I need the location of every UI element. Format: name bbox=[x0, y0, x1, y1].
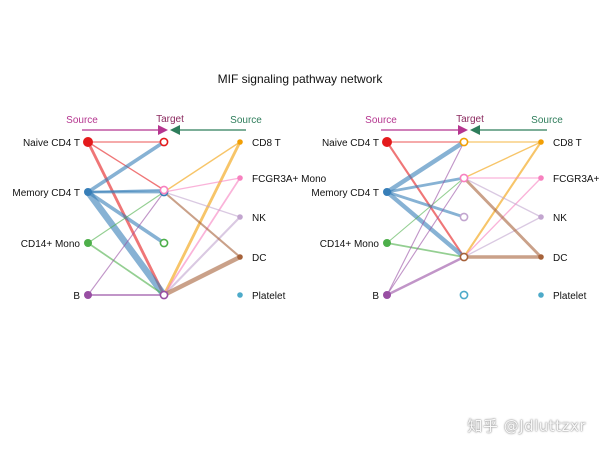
panel-left-edge-cd14-plus-mono-to-memory-cd4-t bbox=[87, 191, 165, 244]
panel-left-right-label-platelet: Platelet bbox=[252, 291, 286, 302]
panel-right-right-node-cd8-t bbox=[538, 139, 544, 145]
panel-left-right-label-fcgr3a-plus-mono: FCGR3A+ Mono bbox=[252, 174, 327, 185]
panel-left-source-node-memory-cd4-t bbox=[84, 188, 92, 196]
panel-left-source-label-naive-cd4-t: Naive CD4 T bbox=[23, 138, 80, 149]
panel-right-right-node-dc bbox=[538, 254, 544, 260]
panel-left-target-node-cd14-plus-mono bbox=[159, 238, 169, 248]
panel-left-source-node-cd14-plus-mono bbox=[84, 239, 92, 247]
panel-right-right-label-dc: DC bbox=[553, 253, 567, 264]
panel-right-source-label-cd14-plus-mono: CD14+ Mono bbox=[320, 239, 380, 250]
panel-left-edge-cd8-t-to-memory-cd4-t bbox=[163, 141, 241, 193]
panel-left-right-node-platelet bbox=[237, 292, 243, 298]
panel-left-edge-b-to-memory-cd4-t bbox=[87, 191, 165, 296]
panel-right-edge-dc-to-fcgr3a-plus-mono bbox=[462, 176, 543, 259]
panel-left-source-node-naive-cd4-t bbox=[83, 137, 93, 147]
panel-left-edge-dc-to-memory-cd4-t bbox=[162, 190, 242, 259]
panel-right-edge-b-to-dc bbox=[385, 255, 466, 297]
panel-right-right-label-nk: NK bbox=[553, 213, 567, 224]
panel-left-right-label-nk: NK bbox=[252, 213, 266, 224]
panel-left-target-header: Target bbox=[156, 114, 184, 125]
panel-left-right-arrow-head bbox=[170, 125, 180, 135]
panel-left-source-label-memory-cd4-t: Memory CD4 T bbox=[12, 188, 80, 199]
panel-right-target-node-platelet bbox=[459, 290, 469, 300]
panel-left-edge-cd8-t-to-b bbox=[162, 140, 242, 297]
panel-left-edge-cd14-plus-mono-to-b bbox=[87, 242, 165, 296]
panel-right-right-node-fcgr3a-plus-mono bbox=[538, 175, 544, 181]
panel-left-target-node-b bbox=[159, 290, 169, 300]
panel-right-edge-cd14-plus-mono-to-dc bbox=[386, 242, 465, 258]
panel-left-source-label-cd14-plus-mono: CD14+ Mono bbox=[21, 239, 81, 250]
panel-right-edge-memory-cd4-t-to-nk bbox=[385, 190, 466, 219]
panel-right-edge-b-to-fcgr3a-plus-mono bbox=[386, 177, 465, 296]
panel-left-edge-nk-to-memory-cd4-t bbox=[163, 191, 241, 218]
panel-right-target-node-dc bbox=[459, 252, 469, 262]
panel-right-source-label-b: B bbox=[372, 291, 379, 302]
panel-right-right-label-platelet: Platelet bbox=[553, 291, 587, 302]
panel-left-target-node-fcgr3a-plus-mono bbox=[159, 185, 169, 195]
panel-right-source-label-naive-cd4-t: Naive CD4 T bbox=[322, 138, 379, 149]
panel-left-edge-memory-cd4-t-to-fcgr3a-plus-mono bbox=[86, 188, 166, 194]
panel-right-right-label-cd8-t: CD8 T bbox=[553, 138, 582, 149]
panel-left-edge-fcgr3a-plus-mono-to-memory-cd4-t bbox=[163, 177, 241, 193]
panel-right-edge-nk-to-fcgr3a-plus-mono bbox=[463, 177, 542, 218]
panel-right-edge-b-to-cd8-t bbox=[386, 141, 465, 296]
panel-right-edge-naive-cd4-t-to-dc bbox=[385, 140, 466, 259]
panel-right-source-label-memory-cd4-t: Memory CD4 T bbox=[311, 188, 379, 199]
panel-left-edge-memory-cd4-t-to-naive-cd4-t bbox=[86, 140, 166, 194]
panel-right-left-arrow-head bbox=[458, 125, 468, 135]
panel-right-right-node-nk bbox=[538, 214, 544, 220]
panel-right-edge-cd14-plus-mono-to-fcgr3a-plus-mono bbox=[386, 177, 465, 244]
panel-left-right-node-dc bbox=[237, 254, 243, 260]
panel-right-right-label-fcgr3a-plus-mono: FCGR3A+ Mono bbox=[553, 174, 600, 185]
panel-left-right-label-cd8-t: CD8 T bbox=[252, 138, 281, 149]
panel-right-source-node-b bbox=[383, 291, 391, 299]
panel-right-target-node-cd8-t bbox=[459, 137, 469, 147]
panel-right-edge-memory-cd4-t-to-cd8-t bbox=[384, 139, 467, 195]
panel-right-target-node-nk bbox=[459, 212, 469, 222]
panel-left-edge-dc-to-b bbox=[161, 254, 243, 298]
panel-left-source-node-b bbox=[84, 291, 92, 299]
panel-right-source-node-naive-cd4-t bbox=[382, 137, 392, 147]
panel-left-right-node-fcgr3a-plus-mono bbox=[237, 175, 243, 181]
panel-left-right-node-nk bbox=[237, 214, 243, 220]
panel-left-right-label-dc: DC bbox=[252, 253, 266, 264]
panel-left-source-left-header: Source bbox=[66, 115, 98, 126]
panel-left-source-label-b: B bbox=[73, 291, 80, 302]
panel-left-edge-nk-to-b bbox=[162, 215, 242, 297]
panel-left-target-node-naive-cd4-t bbox=[159, 137, 169, 147]
panel-right-edge-cd8-t-to-dc bbox=[462, 140, 543, 259]
panel-left-right-node-cd8-t bbox=[237, 139, 243, 145]
panel-right-edge-nk-to-dc bbox=[463, 216, 542, 258]
watermark: 知乎 @Jdluttzxr bbox=[467, 417, 586, 435]
panel-right-edge-memory-cd4-t-to-dc bbox=[384, 189, 467, 260]
panel-left-edge-fcgr3a-plus-mono-to-b bbox=[163, 177, 241, 296]
panel-right-source-node-cd14-plus-mono bbox=[383, 239, 391, 247]
panel-right-edge-cd8-t-to-fcgr3a-plus-mono bbox=[463, 141, 542, 179]
panel-right-right-node-platelet bbox=[538, 292, 544, 298]
panel-right-source-left-header: Source bbox=[365, 115, 397, 126]
panel-left-left-arrow-head bbox=[158, 125, 168, 135]
panel-left-source-right-header: Source bbox=[230, 115, 262, 126]
plot-title: MIF signaling pathway network bbox=[218, 72, 384, 86]
panel-right-source-right-header: Source bbox=[531, 115, 563, 126]
panel-right-target-header: Target bbox=[456, 114, 484, 125]
panel-right-source-node-memory-cd4-t bbox=[383, 188, 391, 196]
panel-right-right-arrow-head bbox=[470, 125, 480, 135]
panel-right-edge-memory-cd4-t-to-fcgr3a-plus-mono bbox=[385, 176, 466, 194]
panel-right-target-node-fcgr3a-plus-mono bbox=[459, 173, 469, 183]
